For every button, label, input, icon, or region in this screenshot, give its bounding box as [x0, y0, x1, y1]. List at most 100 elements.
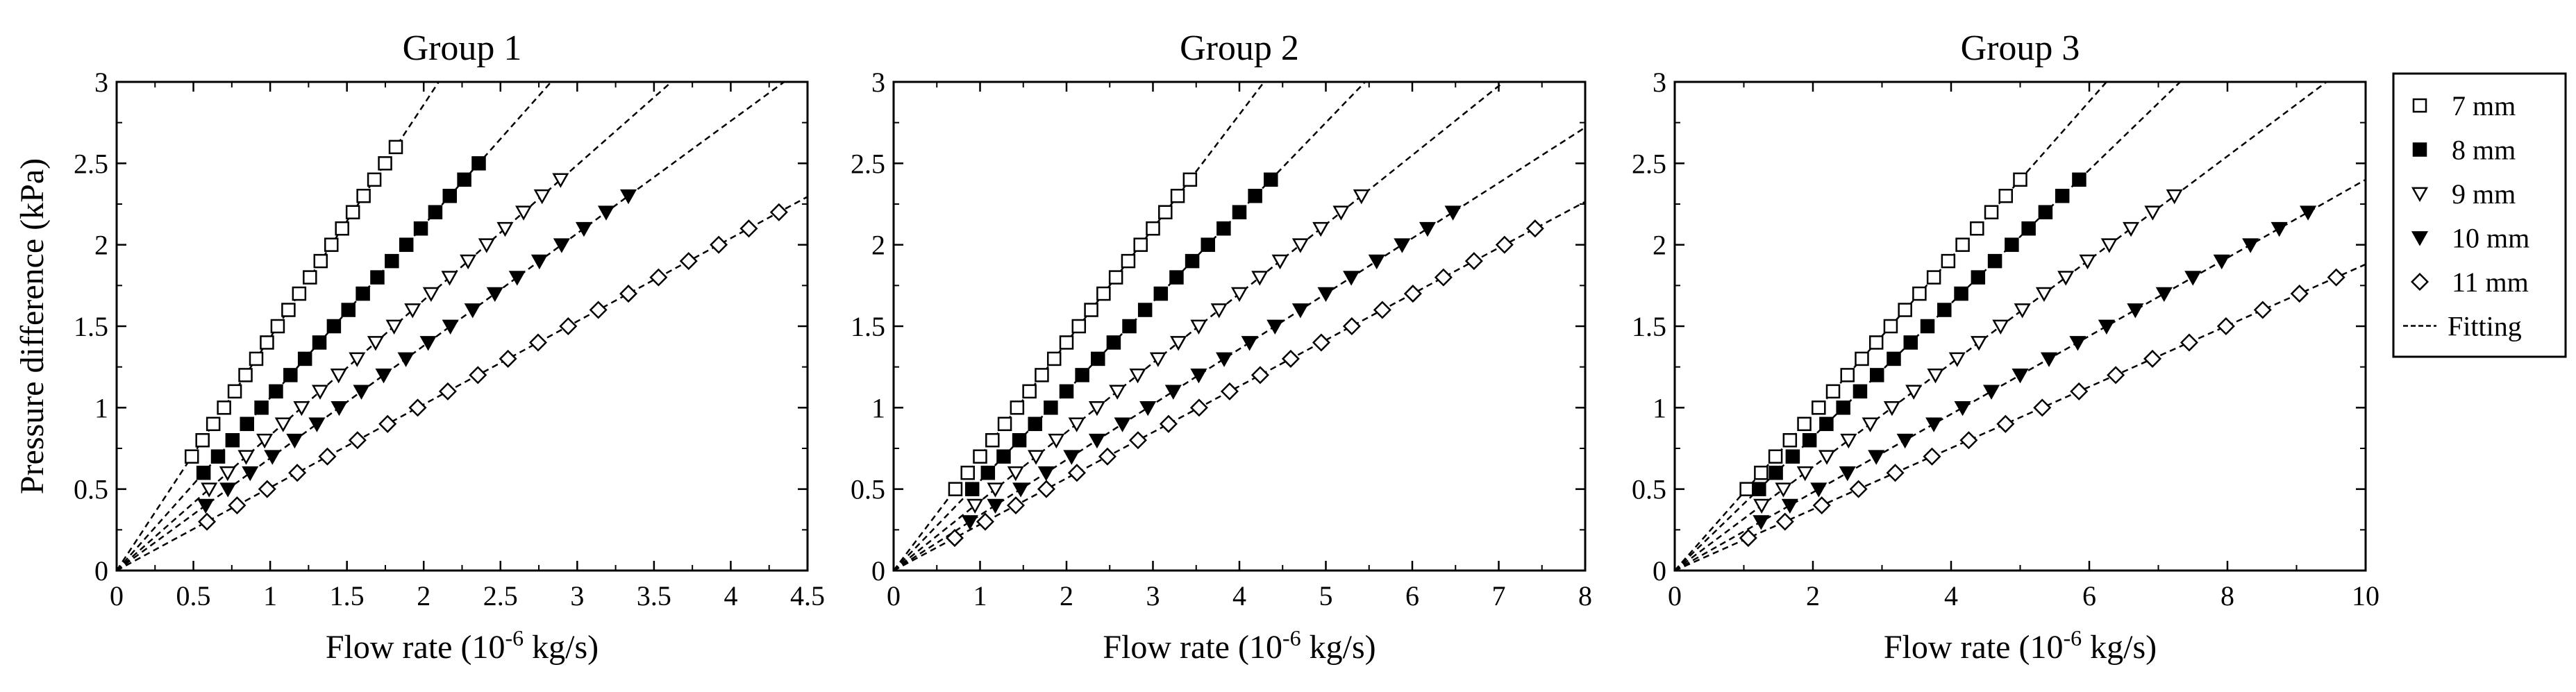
data-point [533, 189, 551, 205]
series-2 [1752, 172, 2086, 496]
x-tick-label: 4 [1944, 580, 1958, 611]
series-1 [1739, 172, 2027, 496]
legend-item: Fitting [2403, 311, 2522, 342]
data-point [367, 172, 382, 187]
data-point [1007, 466, 1024, 482]
data-point [2098, 319, 2115, 335]
x-tick-label: 3 [1146, 580, 1160, 611]
data-point [1012, 433, 1027, 448]
x-axis-label-main: Flow rate (10 [326, 629, 505, 666]
data-point [1836, 400, 1850, 415]
data-point [1059, 335, 1074, 350]
data-point [312, 335, 327, 350]
data-point [710, 235, 728, 254]
data-point [1248, 189, 1262, 203]
fitting-line-3 [117, 82, 674, 571]
data-point [385, 253, 399, 269]
data-point [1264, 172, 1278, 187]
data-point [375, 369, 392, 384]
data-point [1887, 351, 1901, 366]
data-point [442, 319, 459, 335]
data-point [2127, 303, 2144, 319]
data-point [1210, 303, 1228, 319]
x-tick-label: 2.5 [483, 580, 518, 611]
data-point [1434, 268, 1453, 287]
data-point [326, 319, 342, 334]
data-point [1840, 433, 1857, 449]
data-point [997, 416, 1012, 432]
data-point [945, 529, 964, 548]
data-point [348, 431, 367, 450]
data-point [1109, 385, 1126, 400]
data-point [1998, 189, 2014, 203]
data-point [1044, 400, 1058, 415]
y-tick-label: 2 [871, 230, 885, 261]
data-point [948, 482, 963, 496]
data-point [269, 384, 283, 399]
data-point [2069, 336, 2086, 351]
data-point [1926, 270, 1941, 285]
data-point [553, 238, 570, 253]
data-point [399, 237, 414, 252]
x-tick-label: 10 [2352, 580, 2380, 611]
data-point [2144, 205, 2161, 221]
data-point [1839, 466, 1856, 482]
data-point [1920, 319, 1935, 334]
data-point [219, 482, 237, 498]
y-tick-label: 1 [94, 392, 108, 423]
data-point [198, 512, 217, 531]
data-point [2213, 254, 2230, 270]
data-point [1035, 368, 1049, 382]
data-point [1896, 433, 1914, 449]
data-point [619, 285, 638, 303]
data-point [297, 351, 312, 366]
data-point [2143, 349, 2162, 368]
data-point [1959, 431, 1978, 450]
data-point [1810, 482, 1828, 498]
y-tick-label: 2 [1653, 230, 1666, 261]
data-point [1133, 237, 1148, 252]
data-point [1075, 368, 1089, 382]
data-point [1067, 464, 1086, 482]
data-point [341, 303, 356, 317]
data-point [1796, 466, 1814, 482]
data-point [1022, 384, 1037, 399]
data-point [292, 286, 307, 301]
data-point [1923, 447, 1941, 466]
data-point [1129, 369, 1146, 384]
y-tick-label: 3 [871, 67, 885, 98]
data-point [356, 189, 371, 203]
data-point [1046, 351, 1062, 366]
data-point [217, 400, 231, 415]
x-tick-label: 1.5 [330, 580, 365, 611]
y-tick-label: 0 [1653, 555, 1666, 586]
data-point [1955, 237, 1970, 252]
series-4 [961, 205, 1462, 530]
legend-marker-square-open [2412, 98, 2427, 113]
data-point [1912, 286, 1927, 301]
data-point [2079, 254, 2096, 270]
x-axis-label-superscript: -6 [2063, 625, 2082, 650]
data-point [1419, 221, 1437, 237]
data-point [1785, 449, 1800, 464]
data-point [1739, 529, 1757, 548]
x-tick-label: 0 [887, 580, 901, 611]
data-point [961, 515, 978, 530]
data-point [242, 466, 259, 482]
y-tick-label: 1 [1653, 392, 1666, 423]
legend-item: 9 mm [2411, 178, 2516, 210]
data-point [1281, 349, 1300, 368]
legend-label: Fitting [2448, 311, 2522, 342]
legend-item: 7 mm [2412, 90, 2516, 121]
data-point [679, 252, 698, 271]
data-point [388, 140, 403, 155]
x-tick-label: 4 [724, 580, 737, 611]
data-point [288, 464, 307, 482]
data-point [308, 417, 326, 432]
data-point [1495, 235, 1514, 254]
data-point [397, 352, 415, 367]
data-point [227, 384, 242, 399]
data-point [2072, 172, 2086, 187]
plot-frame [1673, 81, 2367, 572]
data-point [1153, 286, 1169, 301]
